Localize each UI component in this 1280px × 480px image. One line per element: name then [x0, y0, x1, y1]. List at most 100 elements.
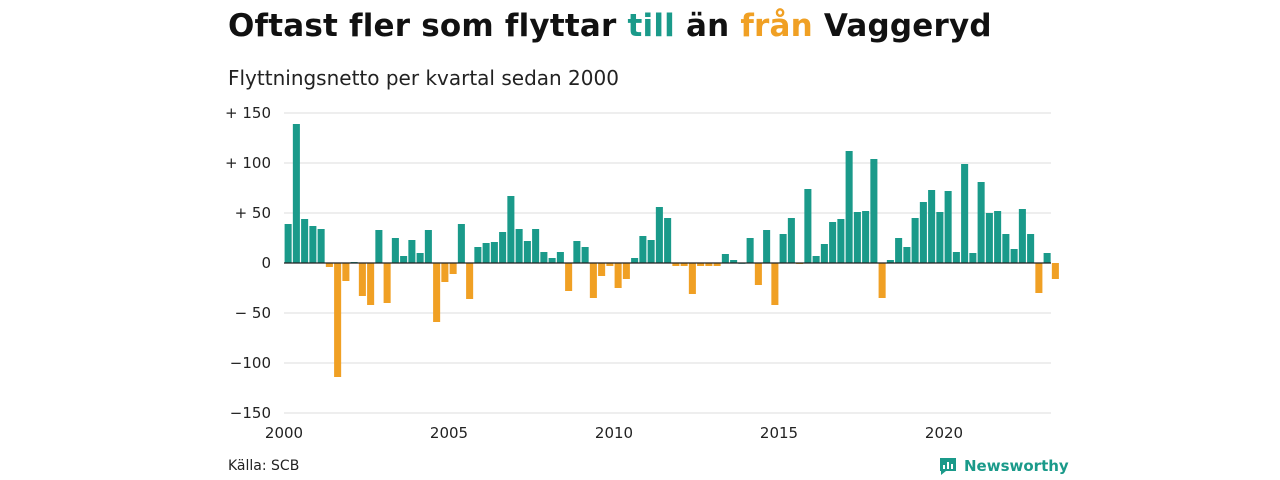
bar: [466, 263, 474, 299]
bar: [911, 218, 919, 263]
bar: [952, 252, 960, 263]
bar: [705, 263, 713, 266]
source-note: Källa: SCB: [228, 458, 300, 474]
bar: [688, 263, 696, 294]
bar: [928, 190, 936, 263]
bar: [548, 258, 556, 263]
bar: [1010, 249, 1018, 263]
bar: [862, 211, 870, 263]
bar: [697, 263, 705, 266]
bar: [787, 218, 795, 263]
newsworthy-logo: Newsworthy: [938, 456, 1069, 476]
bar: [523, 241, 531, 263]
bar: [804, 189, 812, 263]
title-part-2: än: [674, 8, 741, 44]
x-tick-label: 2015: [760, 424, 798, 442]
bar: [647, 240, 655, 263]
bar: [301, 219, 309, 263]
bar: [457, 224, 465, 263]
bar: [631, 258, 639, 263]
bar: [622, 263, 630, 279]
bar: [853, 212, 861, 263]
bar: [375, 230, 383, 263]
bar: [1051, 263, 1059, 279]
bar: [936, 212, 944, 263]
y-tick-label: + 50: [235, 204, 271, 222]
bar: [573, 241, 581, 263]
x-axis-ticks: 2000 2005 2010 2015 2020: [265, 424, 963, 442]
grid-lines: [284, 112, 1051, 414]
newsworthy-logo-text: Newsworthy: [964, 457, 1069, 475]
bar: [598, 263, 606, 276]
bar: [829, 222, 837, 263]
bar: [730, 260, 738, 263]
y-tick-label: + 150: [225, 104, 271, 122]
bar: [606, 263, 614, 266]
bar: [614, 263, 622, 288]
bar: [680, 263, 688, 266]
bar: [639, 236, 647, 263]
bar: [325, 263, 333, 267]
bar: [292, 124, 300, 263]
bar: [812, 256, 820, 263]
bar: [664, 218, 672, 263]
bar: [655, 207, 663, 263]
bar: [540, 252, 548, 263]
y-tick-label: −150: [230, 404, 271, 422]
bar: [556, 252, 564, 263]
x-tick-label: 2005: [430, 424, 468, 442]
bar: [837, 219, 845, 263]
bar: [754, 263, 762, 285]
bar: [383, 263, 391, 303]
bar: [433, 263, 441, 322]
bar: [449, 263, 457, 274]
bar: [919, 202, 927, 263]
bar: [482, 243, 490, 263]
bar: [367, 263, 375, 305]
title-part-3: Vaggeryd: [812, 8, 992, 44]
bar: [985, 213, 993, 263]
bar: [771, 263, 779, 305]
bar: [878, 263, 886, 298]
bar: [490, 242, 498, 263]
bar: [507, 196, 515, 263]
bar: [895, 238, 903, 263]
newsworthy-logo-icon: [940, 458, 956, 475]
bar: [1035, 263, 1043, 293]
bar: [589, 263, 597, 298]
bar: [416, 253, 424, 263]
bar: [1043, 253, 1051, 263]
bar: [565, 263, 573, 291]
bar: [977, 182, 985, 263]
title-fran: från: [740, 8, 813, 44]
bars: [284, 124, 1059, 377]
bar: [903, 247, 911, 263]
bar-chart: + 150 + 100 + 50 0 − 50 −100 −150 2000 2005 2010…: [225, 104, 1059, 442]
chart-title: Oftast fler som flyttar till än från Vag…: [228, 8, 992, 44]
bar: [721, 254, 729, 263]
bar: [763, 230, 771, 263]
bar: [317, 229, 325, 263]
bar: [944, 191, 952, 263]
chart-subtitle: Flyttningsnetto per kvartal sedan 2000: [228, 66, 619, 90]
bar: [845, 151, 853, 263]
bar: [400, 256, 408, 263]
y-tick-label: − 50: [235, 304, 271, 322]
bar: [746, 238, 754, 263]
bar: [1027, 234, 1035, 263]
bar: [499, 232, 507, 263]
bar: [424, 230, 432, 263]
title-till: till: [627, 8, 675, 44]
bar: [309, 226, 317, 263]
y-tick-label: + 100: [225, 154, 271, 172]
bar: [441, 263, 449, 282]
bar: [969, 253, 977, 263]
x-tick-label: 2000: [265, 424, 303, 442]
bar: [1002, 234, 1010, 263]
bar: [713, 263, 721, 266]
bar: [515, 229, 523, 263]
bar: [334, 263, 342, 377]
y-tick-label: −100: [230, 354, 271, 372]
bar: [779, 234, 787, 263]
bar: [820, 244, 828, 263]
